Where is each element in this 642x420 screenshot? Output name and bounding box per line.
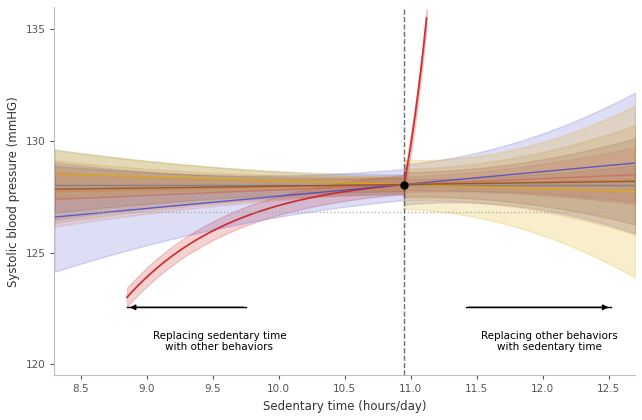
Y-axis label: Systolic blood pressure (mmHG): Systolic blood pressure (mmHG) bbox=[7, 96, 20, 286]
X-axis label: Sedentary time (hours/day): Sedentary time (hours/day) bbox=[263, 400, 426, 413]
Text: Replacing sedentary time
with other behaviors: Replacing sedentary time with other beha… bbox=[153, 331, 286, 352]
Text: Replacing other behaviors
with sedentary time: Replacing other behaviors with sedentary… bbox=[481, 331, 618, 352]
